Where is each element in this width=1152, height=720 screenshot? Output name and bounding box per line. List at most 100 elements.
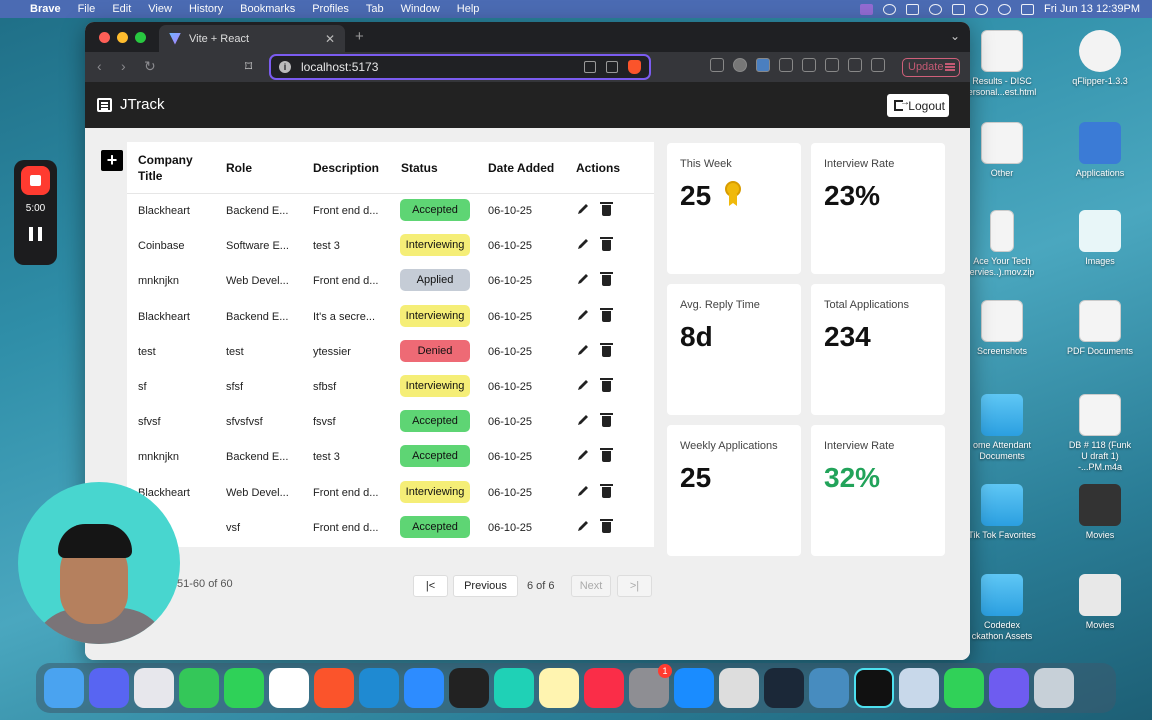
desktop-app-qflipper[interactable]: qFlipper-1.3.3 (1065, 30, 1135, 87)
puzzle-icon[interactable] (779, 58, 793, 72)
tab-vite-react[interactable]: Vite + React ✕ (159, 25, 345, 52)
bookmark-icon[interactable]: ⌑ (245, 58, 253, 74)
finder-icon[interactable] (44, 668, 84, 708)
previous-page-button[interactable]: Previous (453, 575, 518, 597)
site-info-icon[interactable]: i (279, 61, 291, 73)
profile-icon[interactable] (733, 58, 747, 72)
share-icon[interactable] (606, 61, 618, 73)
status-record-icon[interactable] (883, 3, 896, 15)
discord-icon[interactable] (89, 668, 129, 708)
brave-icon[interactable] (314, 668, 354, 708)
first-page-button[interactable]: |< (413, 575, 448, 597)
app-icon[interactable] (719, 668, 759, 708)
edit-icon[interactable] (576, 343, 590, 357)
steam-icon[interactable] (764, 668, 804, 708)
desktop-file-html[interactable]: Results - DISC ersonal...est.html (967, 30, 1037, 98)
forward-icon[interactable]: › (121, 58, 126, 74)
table-row[interactable]: Coinbase Software E... test 3 Interviewing 0… (127, 229, 654, 264)
godot-icon[interactable] (809, 668, 849, 708)
zoom-icon[interactable] (404, 668, 444, 708)
wifi-icon[interactable] (975, 3, 988, 15)
menu-help[interactable]: Help (456, 3, 480, 15)
control-center-icon[interactable] (1021, 3, 1034, 15)
reload-icon[interactable]: ↻ (144, 58, 156, 74)
minimize-window-icon[interactable] (117, 31, 128, 43)
table-row[interactable]: Blackheart Backend E... Front end d... Acce… (127, 194, 654, 229)
menu-app-name[interactable]: Brave (30, 3, 61, 15)
desktop-folder-codedex[interactable]: Codedex ckathon Assets (967, 574, 1037, 642)
app-icon[interactable] (989, 668, 1029, 708)
vscode-icon[interactable] (359, 668, 399, 708)
edit-icon[interactable] (576, 519, 590, 533)
status-headphones-icon[interactable] (929, 3, 942, 15)
sidebar-icon[interactable] (825, 58, 839, 72)
add-application-button[interactable]: + (101, 150, 123, 171)
chevron-down-icon[interactable]: ⌄ (949, 29, 960, 43)
brave-shields-icon[interactable] (628, 60, 641, 74)
desktop-folder-tiktok[interactable]: Tik Tok Favorites (967, 484, 1037, 541)
messages-icon[interactable] (179, 668, 219, 708)
battery-icon[interactable] (952, 3, 965, 15)
desktop-folder-applications[interactable]: Applications (1065, 122, 1135, 179)
app-icon[interactable] (494, 668, 534, 708)
notes-icon[interactable] (539, 668, 579, 708)
edit-icon[interactable] (576, 272, 590, 286)
new-tab-icon[interactable]: + (355, 28, 364, 45)
desktop-folder-attendant[interactable]: ome Attendant Documents (967, 394, 1037, 462)
preview-icon[interactable] (899, 668, 939, 708)
menu-bookmarks[interactable]: Bookmarks (240, 3, 296, 15)
menu-history[interactable]: History (188, 3, 224, 15)
logout-button[interactable]: Logout (887, 94, 949, 117)
edit-icon[interactable] (576, 448, 590, 462)
status-bluetooth-icon[interactable] (906, 3, 919, 15)
vpn-icon[interactable] (871, 58, 885, 72)
sparkle-icon[interactable] (848, 58, 862, 72)
table-row[interactable]: vsf Front end d... Accepted 06-10-25 (127, 511, 654, 546)
edit-icon[interactable] (576, 484, 590, 498)
delete-icon[interactable] (600, 202, 613, 216)
desktop-file-zip[interactable]: Ace Your Tech ervies..).mov.zip (967, 210, 1037, 278)
desktop-movies-2[interactable]: Movies (1065, 574, 1135, 631)
trash-icon[interactable] (1034, 668, 1074, 708)
numbers-icon[interactable] (944, 668, 984, 708)
table-row[interactable]: Blackheart Backend E... It's a secre... Int… (127, 300, 654, 335)
search-icon[interactable] (998, 3, 1011, 15)
zoom-window-icon[interactable] (135, 31, 146, 43)
music-icon[interactable] (584, 668, 624, 708)
desktop-folder-screenshots[interactable]: Screenshots (967, 300, 1037, 357)
app-brand[interactable]: JTrack (120, 96, 165, 113)
stop-recording-icon[interactable] (21, 166, 50, 195)
edit-icon[interactable] (576, 378, 590, 392)
menu-view[interactable]: View (148, 3, 172, 15)
desktop-file-m4a[interactable]: DB # 118 (Funk U draft 1) -...PM.m4a (1065, 394, 1135, 473)
menubar-clock[interactable]: Fri Jun 13 12:39PM (1044, 3, 1140, 15)
table-row[interactable]: mnknjkn Web Devel... Front end d... Applied… (127, 264, 654, 299)
edit-icon[interactable] (576, 308, 590, 322)
facetime-icon[interactable] (224, 668, 264, 708)
menu-tab[interactable]: Tab (365, 3, 384, 15)
close-tab-icon[interactable]: ✕ (324, 31, 335, 46)
launchpad-icon[interactable] (134, 668, 174, 708)
menu-file[interactable]: File (77, 3, 96, 15)
delete-icon[interactable] (600, 518, 613, 533)
delete-icon[interactable] (600, 448, 613, 463)
address-bar[interactable]: i localhost:5173 (269, 54, 651, 80)
desktop-folder-pdf[interactable]: PDF Documents (1065, 300, 1135, 357)
table-row[interactable]: Blackheart Web Devel... Front end d... Inte… (127, 476, 654, 511)
music-icon[interactable] (802, 58, 816, 72)
last-page-button[interactable]: >| (617, 575, 652, 597)
delete-icon[interactable] (600, 413, 613, 428)
desktop-movies-1[interactable]: Movies (1065, 484, 1135, 541)
edit-icon[interactable] (576, 413, 590, 427)
delete-icon[interactable] (600, 307, 613, 322)
app-store-icon[interactable] (674, 668, 714, 708)
next-page-button[interactable]: Next (571, 575, 611, 597)
extension-icon[interactable] (756, 58, 770, 72)
edit-icon[interactable] (576, 237, 590, 251)
terminal-icon[interactable] (449, 668, 489, 708)
update-button[interactable]: Update (902, 58, 960, 77)
delete-icon[interactable] (600, 272, 613, 287)
table-row[interactable]: test test ytessier Denied 06-10-25 (127, 335, 654, 370)
pause-icon[interactable] (29, 227, 42, 241)
slack-icon[interactable] (269, 668, 309, 708)
